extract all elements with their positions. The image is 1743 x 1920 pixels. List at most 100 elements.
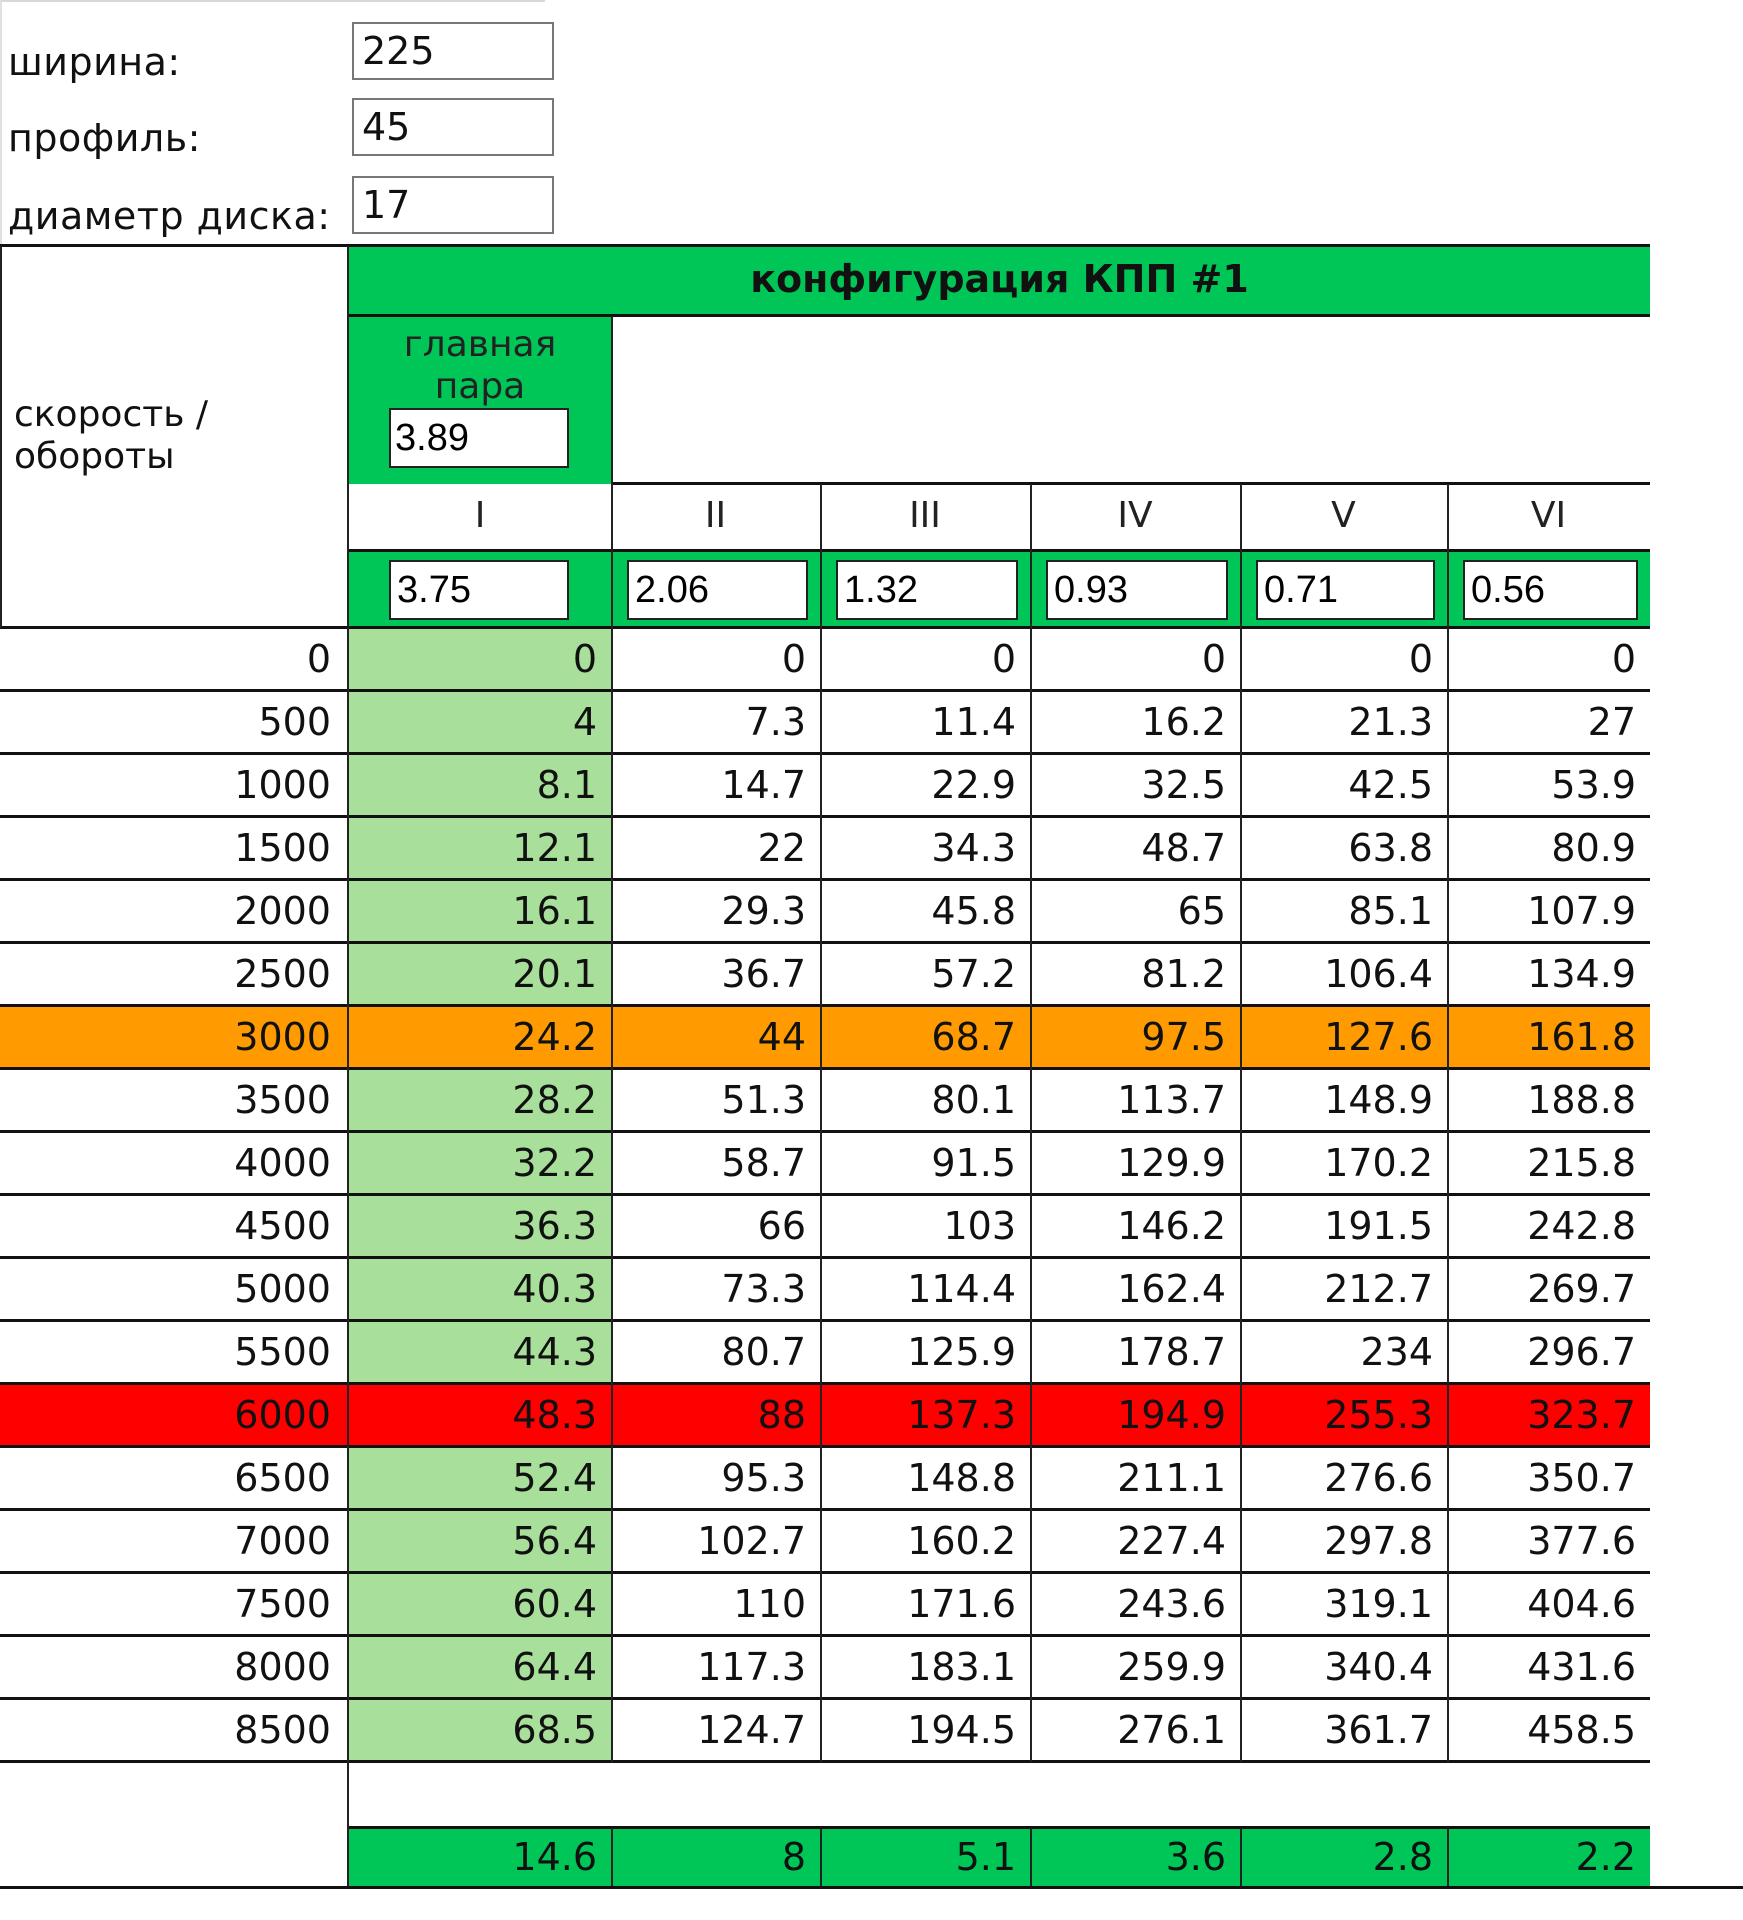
speed-cell: 183.1 [907,1645,1016,1689]
speed-cell: 323.7 [1527,1393,1636,1437]
grid-line-bottom [0,1886,1743,1889]
speed-cell: 134.9 [1527,952,1636,996]
speed-cell: 110 [733,1582,806,1626]
speed-cell: 107.9 [1527,889,1636,933]
rpm-cell: 5500 [234,1330,331,1374]
speed-cell: 58.7 [721,1141,806,1185]
gear-ratio-input-6[interactable] [1463,560,1638,620]
gear-ratio-cell-1 [349,552,611,628]
gear-ratio-input-3[interactable] [836,560,1018,620]
grid-line-row [0,878,1650,881]
grid-line-row [0,941,1650,944]
speed-cell: 52.4 [349,1447,611,1510]
grid-line-footer-col [1240,1828,1242,1886]
speed-cell: 60.4 [349,1573,611,1636]
footer-cell-4: 3.6 [1030,1828,1240,1886]
grid-line-row [0,1130,1650,1133]
gear-ratio-input-5[interactable] [1256,560,1435,620]
gear-ratio-input-4[interactable] [1046,560,1228,620]
rim-row: диаметр диска: [0,176,560,254]
speed-cell: 0 [781,637,806,681]
speed-cell: 51.3 [721,1078,806,1122]
grid-line-row [0,1004,1650,1007]
footer-cell-2: 8 [611,1828,820,1886]
rpm-cell: 1500 [234,826,331,870]
speed-cell: 194.9 [1117,1393,1226,1437]
grid-line-row [0,1382,1650,1385]
speed-cell: 161.8 [1527,1015,1636,1059]
grid-line-mainpair-right [611,316,613,484]
speed-cell: 0 [1611,637,1636,681]
gear-ratio-input-1[interactable] [389,560,569,620]
grid-line-row [0,1067,1650,1070]
grid-line-row [0,626,1650,629]
speed-cell: 34.3 [931,826,1016,870]
speed-cell: 53.9 [1551,763,1636,807]
speed-cell: 12.1 [349,817,611,880]
footer-cell-3: 5.1 [820,1828,1030,1886]
speed-cell: 137.3 [907,1393,1016,1437]
speed-cell: 114.4 [907,1267,1016,1311]
rpm-cell: 7500 [234,1582,331,1626]
rpm-cell: 2500 [234,952,331,996]
grid-line-row [0,1319,1650,1322]
grid-line-gear-col [1030,484,1032,628]
speed-cell: 7.3 [745,700,806,744]
grid-line-footer [349,1826,1650,1829]
speed-cell: 340.4 [1324,1645,1433,1689]
rpm-cell: 6000 [234,1393,331,1437]
speed-cell: 44.3 [349,1321,611,1384]
width-row: ширина: [0,22,560,100]
rpm-cell: 8000 [234,1645,331,1689]
grid-line-row [0,1571,1650,1574]
profile-label: профиль: [8,116,201,160]
speed-cell: 68.5 [349,1699,611,1762]
speed-cell: 36.7 [721,952,806,996]
speed-cell: 0 [1408,637,1433,681]
gear-ratio-input-2[interactable] [627,560,808,620]
grid-line-data-col [820,628,822,1762]
gear-ratio-cell-2 [611,552,820,628]
speed-cell: 0 [991,637,1016,681]
speed-cell: 243.6 [1117,1582,1226,1626]
speed-cell: 458.5 [1527,1708,1636,1752]
grid-line-gear-col [1447,484,1449,628]
profile-input[interactable] [352,98,554,156]
speed-cell: 162.4 [1117,1267,1226,1311]
speed-cell: 68.7 [931,1015,1016,1059]
speed-cell: 377.6 [1527,1519,1636,1563]
grid-line-top [0,244,1650,247]
rpm-cell: 7000 [234,1519,331,1563]
grid-line-row [0,1760,1650,1763]
speed-cell: 129.9 [1117,1141,1226,1185]
speed-cell: 20.1 [349,943,611,1006]
main-pair-input[interactable] [389,408,569,468]
grid-line-row [0,1256,1650,1259]
speed-cell: 125.9 [907,1330,1016,1374]
speed-cell: 29.3 [721,889,806,933]
speed-cell: 0 [1201,637,1226,681]
corner-label-line-1: скорость / [14,394,208,435]
speed-cell: 160.2 [907,1519,1016,1563]
speed-cell: 431.6 [1527,1645,1636,1689]
speed-cell: 276.6 [1324,1456,1433,1500]
highlight-band-6000 [0,1384,1650,1447]
speed-cell: 16.2 [1141,700,1226,744]
speed-cell: 56.4 [349,1510,611,1573]
speed-cell: 127.6 [1324,1015,1433,1059]
main-pair-label: главная пара [349,324,611,408]
speed-cell: 178.7 [1117,1330,1226,1374]
speed-cell: 170.2 [1324,1141,1433,1185]
rim-input[interactable] [352,176,554,234]
main-pair-box: главная пара [349,316,611,484]
speed-cell: 80.9 [1551,826,1636,870]
speed-cell: 255.3 [1324,1393,1433,1437]
grid-line-footer-col [1030,1828,1032,1886]
width-input[interactable] [352,22,554,80]
speed-cell: 27 [1587,700,1636,744]
speed-cell: 242.8 [1527,1204,1636,1248]
speed-cell: 4 [349,691,611,754]
spacer-row [349,1762,1650,1828]
grid-line-data-col [1240,628,1242,1762]
speed-cell: 91.5 [931,1141,1016,1185]
